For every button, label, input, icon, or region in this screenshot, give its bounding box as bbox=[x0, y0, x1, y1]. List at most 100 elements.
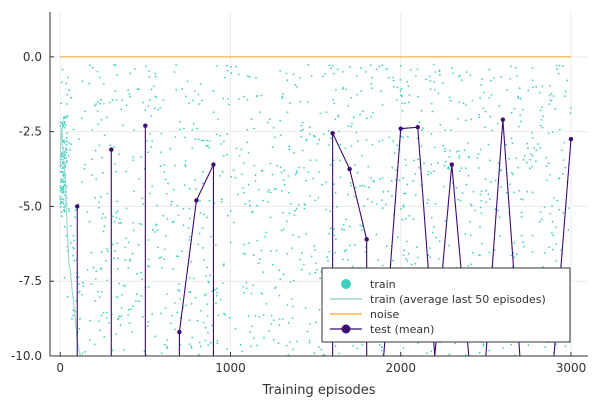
train-point bbox=[485, 189, 488, 192]
train-point bbox=[303, 207, 306, 210]
train-point bbox=[385, 203, 387, 206]
train-point bbox=[63, 157, 66, 160]
train-point bbox=[108, 101, 111, 104]
test-mean-marker bbox=[415, 124, 420, 130]
train-point bbox=[62, 124, 65, 127]
train-point bbox=[64, 194, 66, 197]
train-point bbox=[370, 201, 373, 203]
train-point bbox=[277, 342, 280, 345]
train-point bbox=[224, 76, 227, 79]
train-point bbox=[391, 195, 393, 198]
train-point bbox=[381, 139, 384, 142]
train-point bbox=[482, 343, 485, 346]
y-tick-label: -7.5 bbox=[19, 274, 42, 288]
train-point bbox=[174, 136, 177, 139]
train-point bbox=[364, 71, 367, 73]
train-point bbox=[423, 162, 425, 165]
train-point bbox=[563, 141, 566, 144]
y-tick-label: -5.0 bbox=[19, 199, 42, 213]
train-point bbox=[188, 102, 190, 104]
train-point bbox=[269, 216, 272, 219]
train-point bbox=[237, 73, 240, 76]
train-point bbox=[417, 158, 419, 161]
train-point bbox=[421, 129, 423, 132]
train-point bbox=[336, 68, 339, 71]
train-point bbox=[64, 154, 67, 157]
train-point bbox=[252, 284, 254, 287]
train-point bbox=[489, 159, 491, 162]
train-point bbox=[163, 258, 166, 260]
train-point bbox=[304, 203, 306, 206]
train-point bbox=[118, 218, 121, 220]
train-point bbox=[517, 166, 520, 169]
train-point bbox=[439, 73, 441, 76]
train-point bbox=[120, 108, 123, 110]
train-point bbox=[195, 188, 197, 191]
train-point bbox=[103, 335, 106, 338]
train-point bbox=[250, 211, 253, 214]
train-point bbox=[318, 308, 321, 311]
train-point bbox=[86, 211, 89, 213]
train-point bbox=[529, 167, 531, 170]
train-point bbox=[307, 171, 310, 174]
train-point bbox=[499, 235, 501, 237]
train-point bbox=[479, 96, 481, 99]
train-point bbox=[192, 122, 195, 125]
train-point bbox=[106, 192, 109, 195]
train-point bbox=[186, 80, 189, 83]
train-point bbox=[271, 146, 274, 149]
train-point bbox=[289, 281, 292, 283]
train-point bbox=[175, 64, 178, 66]
train-point bbox=[202, 321, 205, 324]
train-point bbox=[205, 145, 208, 148]
train-point bbox=[151, 313, 154, 315]
train-point bbox=[437, 257, 440, 260]
train-point bbox=[295, 172, 298, 174]
train-point bbox=[133, 129, 136, 132]
train-point bbox=[235, 147, 238, 150]
train-point bbox=[62, 202, 65, 205]
train-point bbox=[64, 124, 67, 127]
train-point bbox=[272, 263, 274, 266]
train-point bbox=[121, 99, 124, 102]
train-point bbox=[356, 171, 359, 174]
train-point bbox=[510, 254, 513, 257]
train-point bbox=[402, 204, 405, 207]
train-point bbox=[372, 179, 374, 182]
train-point bbox=[225, 64, 228, 67]
train-point bbox=[106, 311, 108, 314]
train-point bbox=[474, 209, 477, 212]
train-point bbox=[86, 269, 89, 271]
train-point bbox=[553, 197, 555, 199]
test-mean-marker bbox=[109, 147, 114, 152]
train-point bbox=[66, 103, 68, 105]
train-point bbox=[59, 121, 62, 124]
train-point bbox=[170, 203, 172, 206]
train-point bbox=[428, 247, 431, 250]
train-point bbox=[449, 99, 452, 102]
train-point bbox=[148, 265, 151, 268]
train-point bbox=[551, 205, 553, 208]
train-point bbox=[224, 313, 227, 316]
train-point bbox=[402, 205, 405, 208]
train-point bbox=[444, 148, 446, 150]
train-point bbox=[94, 197, 97, 199]
train-point bbox=[556, 199, 559, 202]
train-point bbox=[479, 148, 482, 151]
train-point bbox=[89, 64, 91, 67]
train-point bbox=[200, 309, 202, 312]
train-point bbox=[280, 171, 283, 174]
train-point bbox=[342, 86, 345, 89]
train-point bbox=[72, 234, 75, 237]
train-point bbox=[209, 274, 212, 277]
train-point bbox=[559, 128, 561, 131]
train-point bbox=[252, 337, 255, 340]
train-point bbox=[364, 251, 367, 253]
train-point bbox=[239, 343, 242, 346]
train-point bbox=[113, 146, 115, 148]
train-point bbox=[111, 349, 114, 352]
train-point bbox=[312, 177, 314, 180]
train-point bbox=[220, 200, 223, 203]
train-point bbox=[531, 154, 534, 157]
train-point bbox=[102, 103, 105, 105]
